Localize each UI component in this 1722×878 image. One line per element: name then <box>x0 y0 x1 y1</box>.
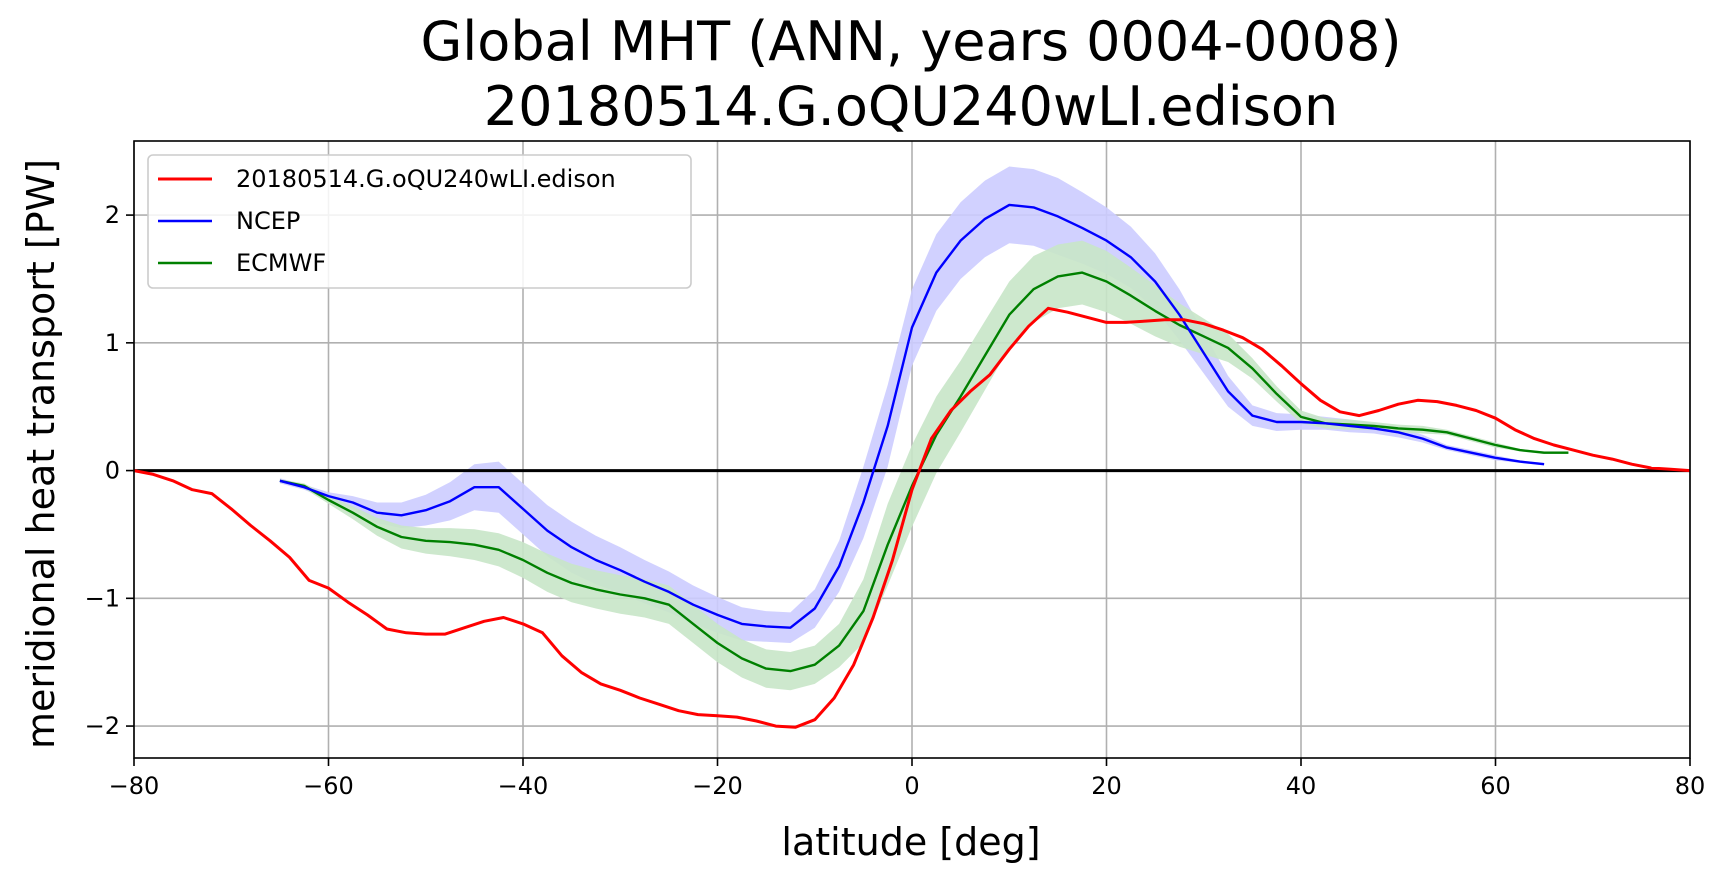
chart-title: Global MHT (ANN, years 0004-0008) <box>420 10 1401 73</box>
x-tick-label: 60 <box>1480 772 1511 800</box>
legend-label: 20180514.G.oQU240wLI.edison <box>236 165 616 193</box>
series-lines <box>133 203 1691 729</box>
series-line-0 <box>133 306 1691 729</box>
x-tick-label: −60 <box>303 772 354 800</box>
legend-label: ECMWF <box>236 249 326 277</box>
y-tick-label: 0 <box>105 457 120 485</box>
legend-label: NCEP <box>236 207 300 235</box>
x-tick-label: 20 <box>1091 772 1122 800</box>
x-tick-label: 80 <box>1675 772 1706 800</box>
x-tick-label: −80 <box>109 772 160 800</box>
legend-box <box>147 154 692 289</box>
legend: 20180514.G.oQU240wLI.edison NCEP ECMWF <box>147 154 692 289</box>
y-tick-label: 1 <box>105 329 120 357</box>
ecmwf-band <box>279 240 1569 691</box>
y-tick-label: 2 <box>105 201 120 229</box>
chart-subtitle: 20180514.G.oQU240wLI.edison <box>484 75 1338 138</box>
y-tick-label: −1 <box>85 584 120 612</box>
y-axis-label: meridional heat transport [PW] <box>19 159 63 749</box>
axis-ticks: −80 −60 −40 −20 0 20 40 60 80 −2 −1 0 1 2 <box>85 201 1706 800</box>
x-tick-label: 40 <box>1286 772 1317 800</box>
series-line-1 <box>279 203 1545 629</box>
uncertainty-bands <box>279 166 1569 691</box>
x-axis-label: latitude [deg] <box>781 820 1040 864</box>
x-tick-label: 0 <box>904 772 919 800</box>
x-tick-label: −40 <box>498 772 549 800</box>
x-tick-label: −20 <box>692 772 743 800</box>
y-tick-label: −2 <box>85 712 120 740</box>
